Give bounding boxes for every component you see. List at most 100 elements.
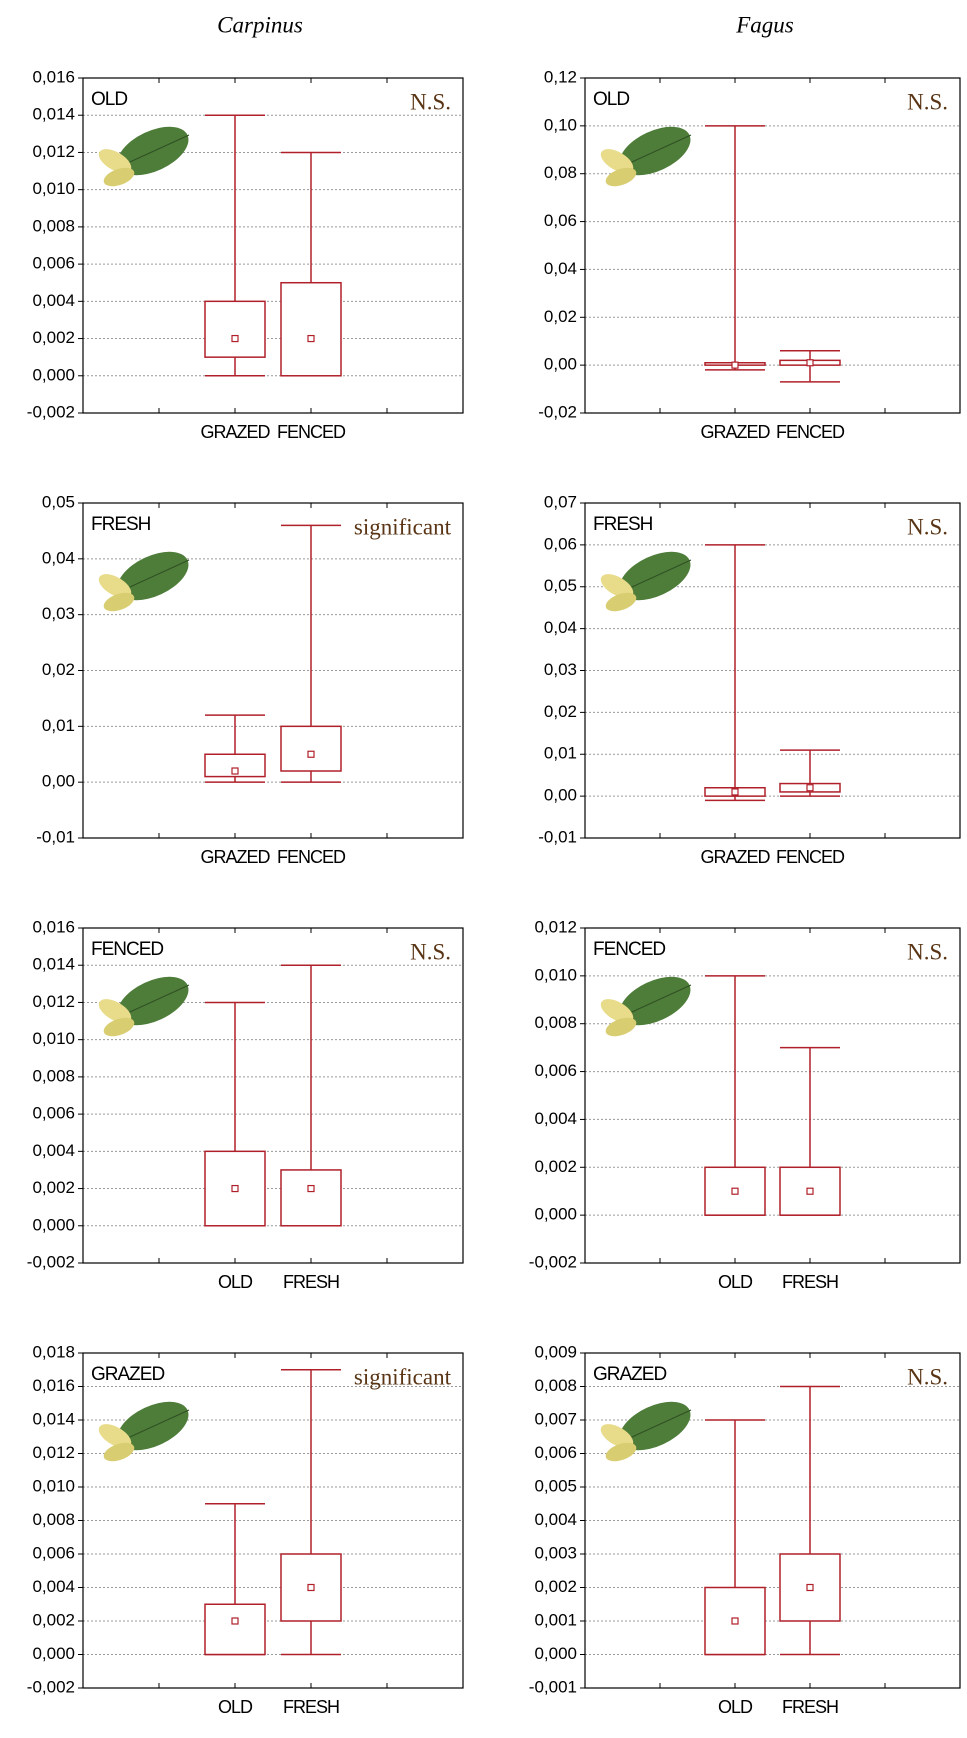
y-tick-label: 0,008	[32, 1510, 75, 1529]
y-tick-label: 0,02	[544, 307, 577, 326]
plot-frame	[585, 928, 960, 1263]
median-marker	[807, 360, 813, 366]
y-tick-label: 0,012	[32, 142, 75, 161]
y-tick-label: 0,000	[32, 1644, 75, 1663]
y-tick-label: 0,002	[534, 1577, 577, 1596]
y-tick-label: 0,002	[534, 1157, 577, 1176]
significance-note: N.S.	[907, 514, 948, 539]
y-tick-label: 0,12	[544, 67, 577, 86]
y-tick-label: 0,014	[32, 1409, 75, 1428]
y-tick-label: 0,004	[32, 291, 75, 310]
median-marker	[232, 336, 238, 342]
y-tick-label: 0,06	[544, 211, 577, 230]
panel-label: GRAZED	[91, 1364, 164, 1385]
box	[281, 283, 341, 376]
y-tick-label: 0,004	[534, 1510, 577, 1529]
significance-note: N.S.	[907, 89, 948, 114]
median-marker	[732, 362, 738, 368]
y-tick-label: 0,006	[32, 1543, 75, 1562]
x-tick-label: GRAZED	[700, 422, 770, 442]
y-tick-label: 0,009	[534, 1342, 577, 1361]
figure: Carpinus Fagus -0,002 0,000 0,002 0,004 0,00…	[0, 0, 967, 1738]
x-tick-label: FENCED	[277, 847, 346, 867]
y-tick-label: 0,08	[544, 163, 577, 182]
y-tick-label: 0,000	[534, 1205, 577, 1224]
median-marker	[308, 336, 314, 342]
y-tick-label: -0,01	[36, 827, 75, 846]
box	[281, 726, 341, 771]
y-tick-label: 0,010	[32, 1029, 75, 1048]
y-tick-label: 0,002	[32, 1178, 75, 1197]
x-tick-label: FENCED	[776, 422, 845, 442]
significance-note: significant	[354, 514, 452, 539]
y-tick-label: 0,012	[32, 1443, 75, 1462]
y-tick-label: 0,02	[42, 660, 75, 679]
y-tick-label: 0,016	[32, 67, 75, 86]
y-tick-label: 0,010	[32, 179, 75, 198]
box	[281, 1170, 341, 1226]
y-tick-label: 0,010	[534, 965, 577, 984]
y-tick-label: 0,014	[32, 105, 75, 124]
median-marker	[232, 1186, 238, 1192]
y-tick-label: -0,02	[538, 402, 577, 421]
y-tick-label: 0,05	[42, 492, 75, 511]
plot-frame	[585, 78, 960, 413]
y-tick-label: 0,004	[32, 1141, 75, 1160]
y-tick-label: 0,001	[534, 1610, 577, 1629]
median-marker	[308, 1585, 314, 1591]
y-tick-label: 0,007	[534, 1409, 577, 1428]
panel-label: FENCED	[593, 939, 665, 960]
y-tick-label: 0,00	[544, 786, 577, 805]
y-tick-label: 0,016	[32, 1376, 75, 1395]
panel-label: FRESH	[593, 514, 653, 535]
y-tick-label: 0,03	[42, 604, 75, 623]
significance-note: N.S.	[907, 939, 948, 964]
x-tick-label: OLD	[718, 1697, 753, 1717]
median-marker	[232, 1618, 238, 1624]
x-tick-label: GRAZED	[700, 847, 770, 867]
panel-label: GRAZED	[593, 1364, 666, 1385]
significance-note: significant	[354, 1364, 452, 1389]
y-tick-label: 0,018	[32, 1342, 75, 1361]
median-marker	[308, 751, 314, 757]
y-tick-label: 0,005	[534, 1476, 577, 1495]
y-tick-label: 0,06	[544, 534, 577, 553]
significance-note: N.S.	[410, 939, 451, 964]
y-tick-label: 0,000	[32, 365, 75, 384]
x-tick-label: FRESH	[283, 1272, 339, 1292]
y-tick-label: 0,000	[534, 1644, 577, 1663]
y-tick-label: 0,04	[544, 618, 577, 637]
y-tick-label: 0,02	[544, 702, 577, 721]
y-tick-label: 0,012	[534, 917, 577, 936]
column-title: Fagus	[735, 12, 794, 37]
y-tick-label: 0,010	[32, 1476, 75, 1495]
y-tick-label: -0,002	[27, 1252, 75, 1271]
significance-note: N.S.	[410, 89, 451, 114]
y-tick-label: 0,008	[534, 1013, 577, 1032]
y-tick-label: 0,016	[32, 917, 75, 936]
page: Carpinus Fagus -0,002 0,000 0,002 0,004 0,00…	[0, 0, 967, 1738]
x-tick-label: OLD	[218, 1697, 253, 1717]
y-tick-label: 0,01	[544, 744, 577, 763]
y-tick-label: 0,000	[32, 1215, 75, 1234]
box	[205, 1604, 265, 1654]
x-tick-label: GRAZED	[200, 422, 270, 442]
y-tick-label: 0,002	[32, 328, 75, 347]
significance-note: N.S.	[907, 1364, 948, 1389]
y-tick-label: 0,03	[544, 660, 577, 679]
panel-label: FRESH	[91, 514, 151, 535]
column-title: Carpinus	[217, 12, 303, 37]
y-tick-label: 0,002	[32, 1610, 75, 1629]
box	[205, 301, 265, 357]
median-marker	[807, 1188, 813, 1194]
median-marker	[807, 785, 813, 791]
y-tick-label: 0,05	[544, 576, 577, 595]
y-tick-label: 0,07	[544, 492, 577, 511]
median-marker	[308, 1186, 314, 1192]
y-tick-label: 0,006	[534, 1443, 577, 1462]
plot-frame	[83, 78, 463, 413]
y-tick-label: 0,008	[32, 216, 75, 235]
y-tick-label: -0,002	[27, 1677, 75, 1696]
y-tick-label: 0,10	[544, 115, 577, 134]
panel-label: OLD	[91, 89, 127, 110]
